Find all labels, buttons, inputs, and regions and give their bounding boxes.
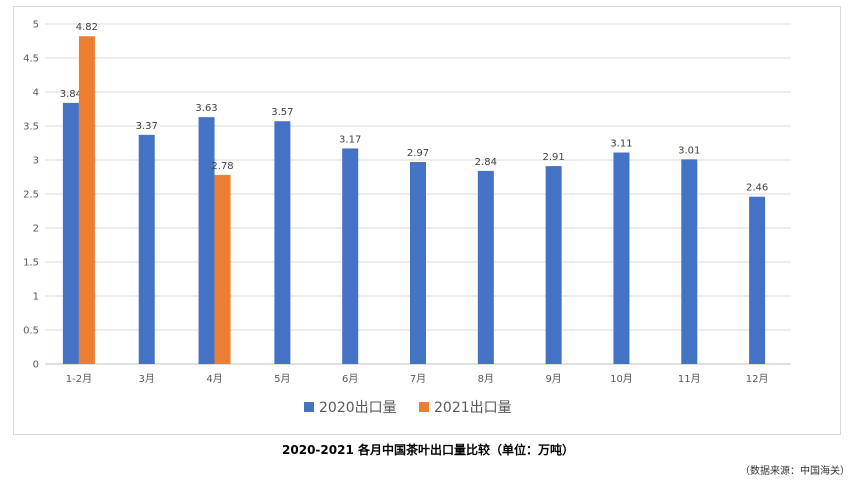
bar-2020 (545, 166, 562, 364)
bar-2020 (613, 152, 630, 364)
legend-label: 2021出口量 (434, 400, 512, 416)
data-label-2020: 2.46 (746, 183, 768, 194)
x-tick-label: 12月 (746, 373, 769, 385)
bar-2020 (342, 148, 359, 364)
y-tick-label: 3.5 (23, 122, 39, 133)
x-tick-label: 7月 (410, 373, 426, 385)
data-label-2020: 3.17 (339, 134, 361, 145)
bar-2020 (274, 121, 291, 365)
bar-chart: 0 0.5 1 1.5 2 2.5 3 3.5 4 4.5 5 3.84 4.82 1-2月 3.37 3月 3… (23, 20, 791, 416)
legend-swatch (419, 402, 429, 412)
x-tick-label: 11月 (678, 373, 701, 385)
x-tick-label: 6月 (342, 373, 358, 385)
y-tick-label: 3 (33, 156, 39, 167)
bar-2020 (477, 170, 494, 364)
data-label-2020: 2.97 (407, 148, 429, 159)
y-tick-label: 4 (33, 88, 39, 99)
data-label-2020: 2.84 (475, 157, 497, 168)
y-tick-label: 0 (33, 360, 39, 371)
legend-label: 2020出口量 (319, 400, 397, 416)
data-source-note: （数据来源：中国海关） (740, 466, 850, 477)
data-label-2020: 3.37 (136, 121, 158, 132)
x-tick-label: 3月 (139, 373, 155, 385)
bar-2021 (214, 174, 231, 364)
data-label-2021: 4.82 (76, 22, 98, 33)
data-label-2020: 3.11 (610, 139, 632, 150)
bar-2020 (749, 196, 766, 364)
data-label-2020: 3.63 (195, 103, 217, 114)
bar-2020 (410, 162, 426, 364)
data-label-2020: 3.01 (678, 145, 700, 156)
data-label-2021: 2.78 (211, 161, 233, 172)
chart-frame: 0 0.5 1 1.5 2 2.5 3 3.5 4 4.5 5 3.84 4.82 1-2月 3.37 3月 3… (13, 6, 841, 435)
y-tick-label: 0.5 (23, 326, 39, 337)
y-tick-label: 4.5 (23, 54, 39, 65)
data-label-2020: 3.57 (271, 107, 293, 118)
y-tick-label: 5 (33, 20, 39, 31)
x-tick-label: 10月 (610, 373, 633, 385)
x-tick-label: 5月 (274, 373, 290, 385)
bar-2020 (138, 134, 155, 364)
bar-2020 (681, 159, 698, 364)
data-label-2020: 3.84 (60, 89, 82, 100)
x-tick-label: 9月 (545, 373, 561, 385)
y-tick-label: 1.5 (23, 258, 39, 269)
legend-swatch (304, 402, 314, 412)
x-tick-label: 1-2月 (66, 373, 92, 385)
y-tick-label: 2.5 (23, 190, 39, 201)
bar-2021 (78, 36, 95, 365)
bar-2020 (62, 102, 79, 364)
data-label-2020: 2.91 (543, 152, 565, 163)
chart-title: 2020-2021 各月中国茶叶出口量比较（单位：万吨） (282, 443, 574, 457)
x-tick-label: 4月 (206, 373, 222, 385)
y-tick-label: 2 (33, 224, 39, 235)
y-tick-label: 1 (33, 292, 39, 303)
bar-2020 (198, 117, 215, 364)
x-tick-label: 8月 (478, 373, 494, 385)
